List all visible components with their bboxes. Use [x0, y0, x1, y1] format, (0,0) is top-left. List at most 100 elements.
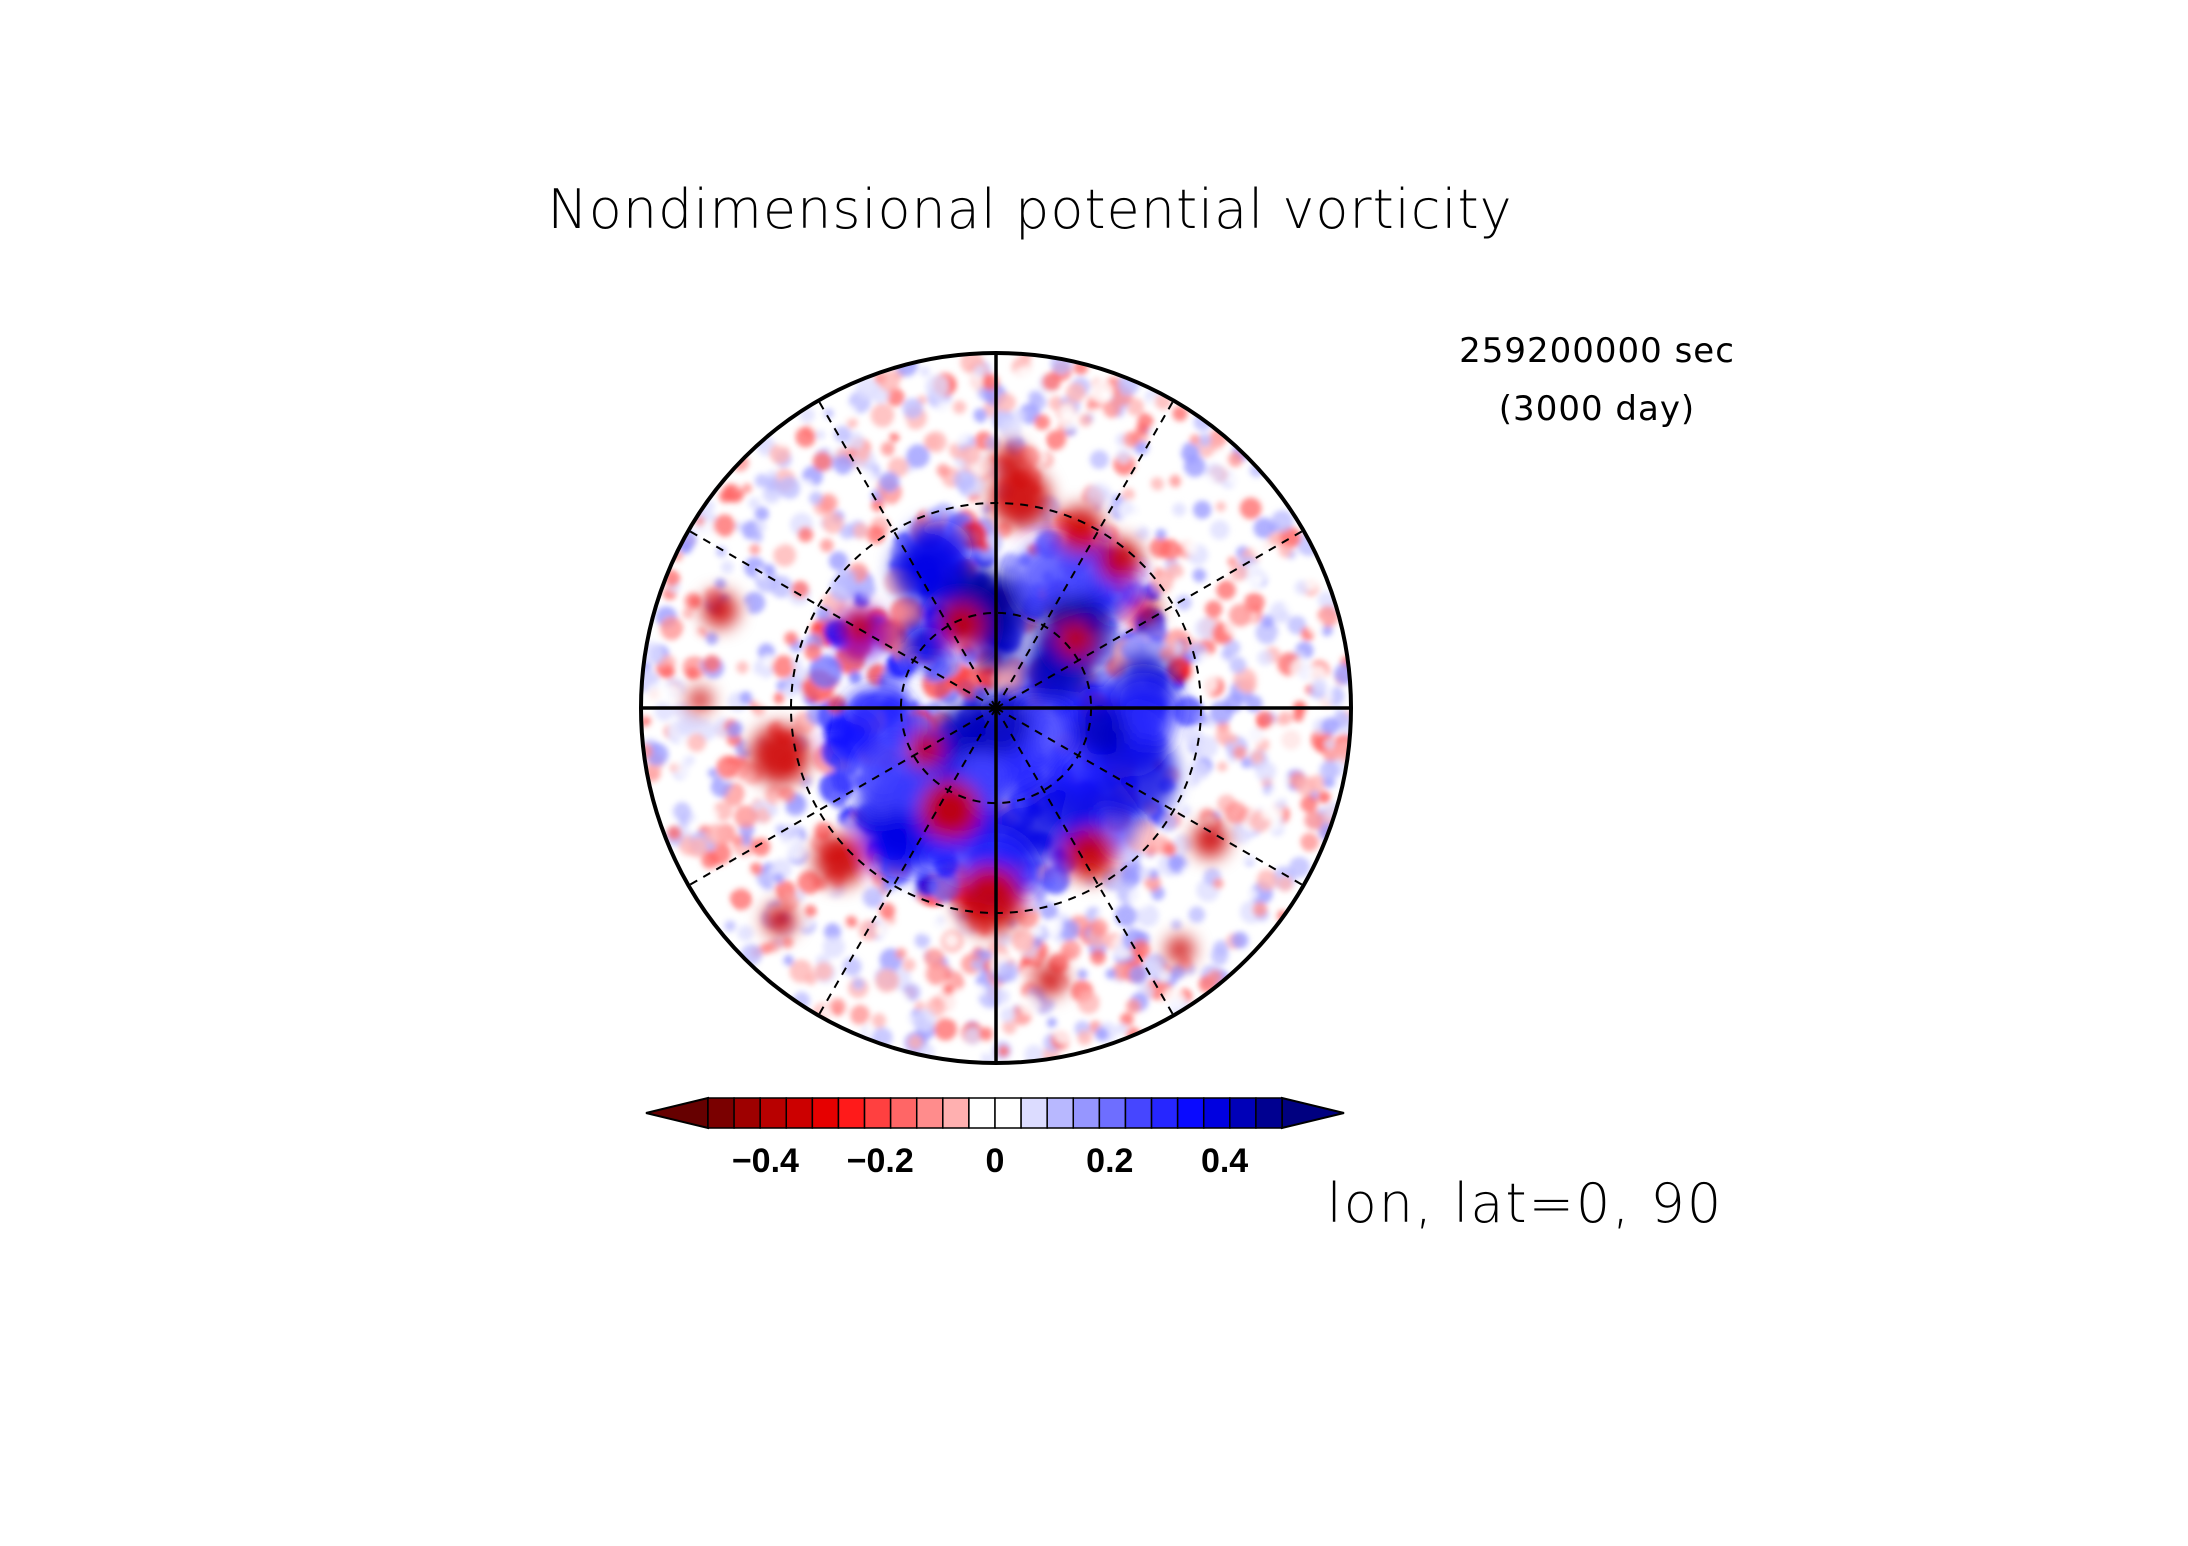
field-cell — [729, 887, 753, 911]
field-cell — [1319, 760, 1340, 781]
colorbar-swatch — [1020, 1097, 1048, 1129]
field-cell — [743, 591, 766, 614]
field-cell — [773, 498, 794, 519]
field-cell — [914, 932, 930, 949]
field-cell — [822, 935, 845, 959]
field-cell — [1304, 577, 1319, 591]
field-cell — [1268, 532, 1282, 547]
field-cell — [952, 400, 967, 415]
field-cell — [696, 548, 714, 566]
colorbar-tick-label: −0.2 — [847, 1142, 914, 1180]
field-cell — [724, 920, 736, 932]
field-cell — [1077, 1030, 1093, 1046]
field-cell — [862, 886, 884, 908]
colorbar-swatch — [1202, 1097, 1231, 1129]
field-cell — [692, 794, 707, 809]
field-cell — [1125, 998, 1141, 1014]
field-cell — [763, 890, 777, 904]
field-cell — [687, 733, 707, 753]
field-cell — [830, 792, 847, 809]
field-cell — [1163, 842, 1177, 857]
field-cell — [685, 666, 699, 680]
field-cell — [761, 616, 774, 629]
field-cell — [924, 948, 945, 968]
field-cell — [916, 912, 939, 936]
field-cell — [1323, 747, 1339, 763]
field-cell — [1149, 423, 1166, 441]
field-cell — [892, 519, 903, 531]
field-cell — [804, 904, 817, 918]
field-cell — [1228, 603, 1253, 628]
field-cell — [763, 942, 775, 954]
field-cell — [677, 717, 696, 736]
field-cell — [1059, 454, 1071, 466]
field-cell — [1121, 488, 1136, 502]
field-cell — [731, 625, 747, 640]
field-cell — [875, 968, 900, 993]
field-cell — [887, 456, 909, 478]
negative-anomaly — [1192, 822, 1228, 858]
field-cell — [1128, 886, 1152, 910]
negative-anomaly — [1034, 964, 1066, 996]
field-cell — [1212, 878, 1224, 889]
field-cell — [754, 506, 769, 521]
field-cell — [1253, 517, 1275, 539]
field-cell — [808, 655, 843, 689]
colorbar-swatch — [1046, 1097, 1075, 1129]
field-cell — [829, 998, 847, 1016]
axis-note: lon, lat=0, 90 — [1327, 1172, 1724, 1235]
field-cell — [677, 556, 695, 573]
field-cell — [964, 371, 984, 391]
field-cell — [879, 471, 900, 493]
colorbar-swatch — [942, 1097, 970, 1129]
field-cell — [1292, 710, 1304, 723]
field-cell — [1209, 520, 1230, 540]
colorbar-swatch — [811, 1097, 840, 1129]
field-cell — [1172, 502, 1187, 517]
field-cell — [1046, 1017, 1058, 1028]
colorbar-tick-labels: −0.4 −0.2 0 0.2 0.4 — [732, 1142, 1248, 1180]
field-cell — [1058, 919, 1080, 941]
field-cell — [784, 631, 798, 646]
field-cell — [751, 837, 771, 857]
field-cell — [1176, 594, 1192, 611]
field-cell — [1184, 727, 1204, 747]
field-cell — [1252, 539, 1272, 559]
field-cell — [1201, 474, 1216, 489]
field-cell — [925, 963, 947, 985]
field-cell — [659, 616, 684, 641]
field-cell — [1261, 614, 1275, 628]
field-cell — [1011, 929, 1035, 953]
field-cell — [973, 408, 988, 423]
field-cell — [1287, 615, 1307, 635]
field-cell — [755, 521, 767, 533]
field-cell — [1194, 617, 1217, 640]
field-cell — [772, 692, 785, 704]
negative-anomaly — [1131, 596, 1159, 624]
field-cell — [824, 923, 842, 941]
field-cell — [926, 493, 937, 504]
field-cell — [880, 441, 896, 456]
field-cell — [1180, 442, 1200, 462]
field-cell — [1014, 367, 1028, 381]
field-cell — [1312, 677, 1328, 693]
field-cell — [936, 463, 950, 477]
field-cell — [815, 429, 826, 440]
field-cell — [1198, 652, 1213, 666]
field-cell — [870, 403, 895, 428]
field-cell — [1150, 477, 1164, 491]
chart-title: Nondimensional potential vorticity — [547, 178, 1512, 241]
field-cell — [741, 835, 752, 847]
field-cell — [1148, 868, 1159, 880]
field-cell — [875, 920, 892, 938]
field-cell — [878, 369, 901, 392]
field-cell — [1172, 834, 1193, 855]
field-cell — [871, 1013, 887, 1028]
field-cell — [1182, 866, 1193, 877]
colorbar-tick-label: 0 — [986, 1142, 1005, 1180]
field-cell — [996, 931, 1012, 947]
field-cell — [1150, 569, 1174, 593]
field-cell — [782, 955, 794, 966]
field-cell — [728, 786, 739, 797]
